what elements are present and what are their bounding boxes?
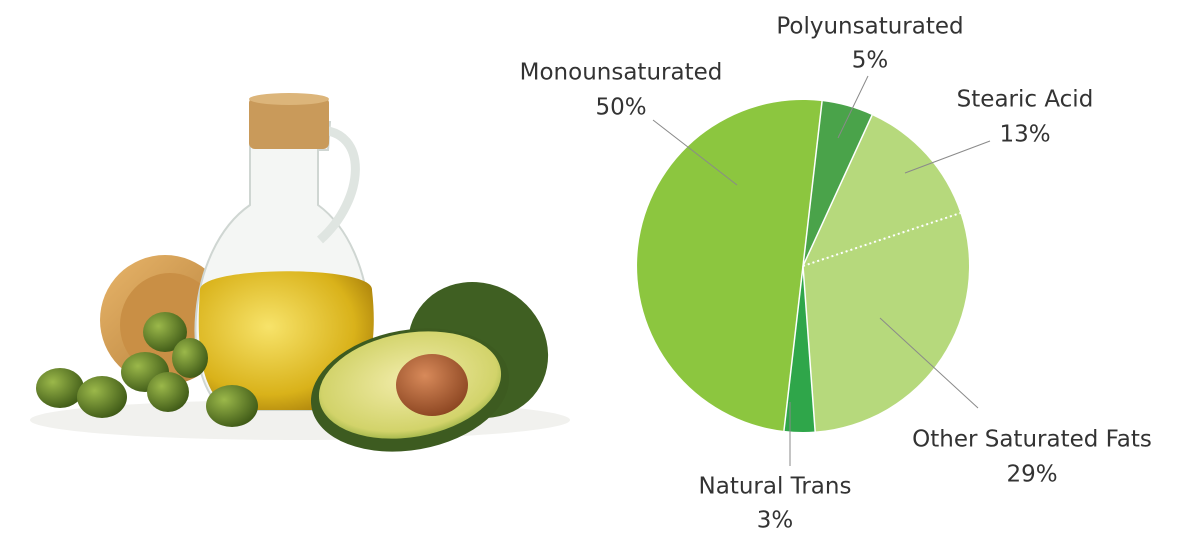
slice-label: Polyunsaturated (776, 14, 963, 40)
leader-line (904, 140, 991, 174)
pie-slice (803, 213, 969, 432)
slice-label: Stearic Acid (957, 87, 1094, 113)
pie-slice (803, 101, 873, 266)
food-photo (30, 93, 570, 452)
slice-border (802, 114, 873, 267)
slice-border (783, 265, 804, 431)
leader-line (652, 119, 738, 186)
leader-line (837, 75, 869, 139)
slice-label: Other Saturated Fats (912, 427, 1152, 453)
slice-border (802, 101, 823, 267)
pie-slice (637, 100, 823, 431)
leader-line (879, 317, 979, 409)
pie-slice (783, 266, 816, 432)
slice-label: Natural Trans (699, 474, 852, 500)
slice-value-label: 50% (595, 95, 646, 121)
slice-border (802, 265, 816, 432)
slice-label: Monounsaturated (520, 60, 723, 86)
slice-value-label: 5% (852, 48, 889, 74)
slice-value-label: 29% (1006, 462, 1057, 488)
slice-value-label: 3% (757, 508, 794, 534)
slice-value-label: 13% (999, 122, 1050, 148)
pie-slice (803, 115, 961, 266)
